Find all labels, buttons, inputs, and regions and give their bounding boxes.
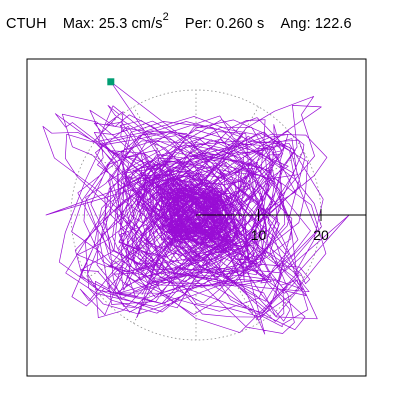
angle-label: Ang: (280, 15, 311, 32)
angle-value: 122.6 (314, 15, 352, 32)
plot-frame (26, 58, 367, 377)
trace-path (42, 81, 350, 335)
max-label: Max: (62, 15, 95, 32)
peak-marker-layer (107, 78, 115, 86)
max-value: 25.3 (98, 15, 128, 32)
chart-title: CTUH Max: 25.3 cm/s2 Per: 0.260 s Ang: 1… (6, 11, 352, 32)
period-value: 0.260 (216, 15, 253, 32)
max-unit-exponent: 2 (162, 11, 169, 23)
period-label: Per: (184, 15, 212, 32)
ring-label-10: 10 (251, 227, 267, 243)
motion-trace (42, 81, 350, 335)
axis-overlay (196, 209, 366, 221)
peak-marker (107, 78, 115, 86)
ring-label-20: 20 (313, 227, 329, 243)
period-value-group: 0.260 s (216, 16, 268, 32)
max-value-group: 25.3 cm/s2 (98, 11, 173, 32)
ring-labels: 10 20 (251, 227, 329, 243)
period-unit: s (257, 15, 265, 32)
max-unit: cm/s (131, 15, 163, 32)
station-code: CTUH (6, 15, 47, 32)
